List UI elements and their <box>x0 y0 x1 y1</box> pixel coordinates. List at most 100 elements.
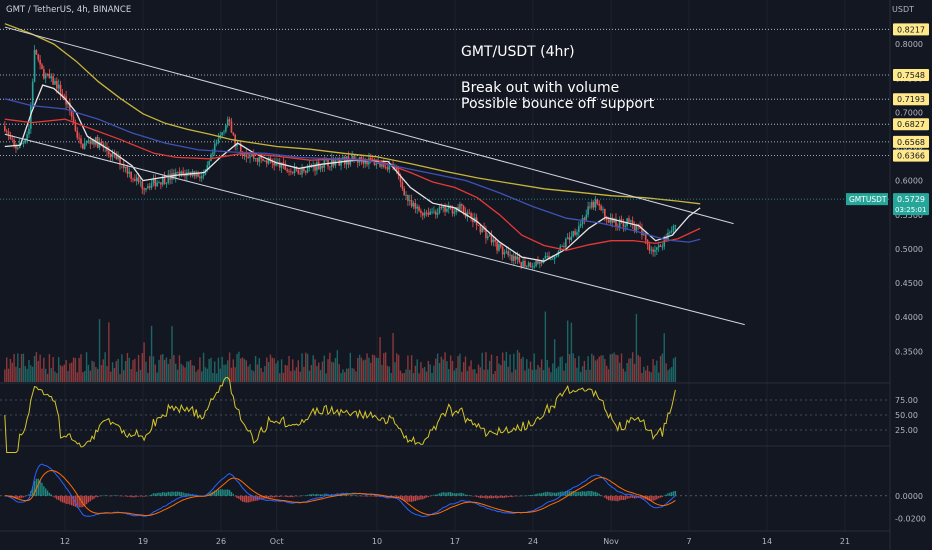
candle-body <box>56 80 58 89</box>
macd-histogram-bar <box>622 495 625 501</box>
volume-bar <box>464 356 467 382</box>
price-level-label: 0.6366 <box>897 152 925 161</box>
volume-bar <box>418 373 420 382</box>
candle-body <box>650 249 653 251</box>
macd-histogram-bar <box>225 489 227 496</box>
volume-bar <box>583 360 586 382</box>
macd-histogram-bar <box>628 495 630 499</box>
candle-body <box>41 64 43 70</box>
candle-body <box>462 205 465 213</box>
candle-body <box>524 260 526 267</box>
volume-bar <box>485 352 487 382</box>
volume-bar <box>514 369 517 382</box>
macd-histogram-bar <box>258 495 261 500</box>
candle-body <box>550 258 552 260</box>
macd-histogram-bar <box>323 493 326 496</box>
volume-bar <box>197 369 199 382</box>
macd-histogram-bar <box>526 495 528 497</box>
macd-histogram-bar <box>303 495 305 496</box>
candle-body <box>145 188 147 190</box>
macd-histogram-bar <box>61 495 64 503</box>
time-tick-label: 19 <box>138 537 148 546</box>
candle-body <box>167 174 170 183</box>
macd-histogram-bar <box>165 492 168 496</box>
volume-bar <box>513 353 515 382</box>
volume-bar <box>65 360 67 382</box>
macd-histogram-bar <box>436 494 439 496</box>
macd-histogram-bar <box>169 491 171 496</box>
candle-body <box>91 140 93 144</box>
candle-body <box>278 162 281 168</box>
volume-bar <box>644 370 647 382</box>
volume-bar <box>336 350 339 382</box>
volume-bar <box>238 351 240 382</box>
volume-bar <box>498 363 500 382</box>
macd-histogram-bar <box>648 495 651 501</box>
macd-histogram-bar <box>410 495 413 502</box>
macd-histogram-bar <box>113 495 116 496</box>
volume-bar <box>581 366 584 382</box>
candle-body <box>468 212 471 214</box>
candle-body <box>299 173 301 175</box>
macd-histogram-bar <box>357 495 359 497</box>
macd-histogram-bar <box>409 495 411 502</box>
candle-body <box>135 177 138 182</box>
volume-bar <box>48 354 51 382</box>
candle-body <box>531 266 534 268</box>
volume-bar <box>522 356 524 382</box>
volume-bar <box>115 361 117 382</box>
macd-histogram-bar <box>487 495 489 499</box>
macd-histogram-bar <box>305 495 307 496</box>
candle-body <box>154 178 157 187</box>
macd-histogram-bar <box>401 495 404 500</box>
volume-bar <box>41 368 43 382</box>
candle-body <box>275 162 277 166</box>
candle-body <box>98 141 101 148</box>
macd-histogram-bar <box>223 489 225 496</box>
volume-bar <box>438 363 441 382</box>
candle-body <box>540 261 543 264</box>
macd-histogram-bar <box>425 495 428 498</box>
candle-body <box>379 161 381 167</box>
macd-histogram-bar <box>557 492 560 496</box>
candle-body <box>22 142 25 144</box>
macd-histogram-bar <box>147 495 149 497</box>
price-tick-label: 0.6000 <box>895 177 923 186</box>
candle-body <box>485 229 487 239</box>
candle-body <box>239 143 242 152</box>
volume-bar <box>288 355 290 382</box>
candle-body <box>293 167 296 174</box>
candle-body <box>57 84 60 89</box>
volume-bar <box>332 362 335 382</box>
macd-histogram-bar <box>139 495 142 497</box>
candle-body <box>160 182 162 185</box>
volume-bar <box>227 360 229 382</box>
volume-bar <box>145 361 147 382</box>
macd-histogram-bar <box>605 495 608 500</box>
candle-body <box>453 212 456 214</box>
volume-bar <box>5 357 8 382</box>
candle-body <box>265 160 268 164</box>
volume-bar <box>167 363 169 382</box>
volume-bar <box>123 370 125 382</box>
candle-body <box>317 162 320 170</box>
macd-histogram-bar <box>468 494 470 496</box>
candle-body <box>604 209 606 217</box>
candle-body <box>212 152 214 155</box>
macd-histogram-bar <box>214 490 216 496</box>
volume-bar <box>13 353 15 382</box>
macd-histogram-bar <box>589 490 591 496</box>
candle-body <box>260 156 262 159</box>
volume-bar <box>7 368 10 382</box>
candle-body <box>568 237 571 241</box>
macd-histogram-bar <box>461 492 463 496</box>
volume-bar <box>416 359 418 382</box>
volume-bar <box>204 367 207 382</box>
candle-body <box>459 204 461 210</box>
candle-body <box>548 256 550 259</box>
candle-body <box>654 249 656 252</box>
volume-bar <box>331 361 333 382</box>
volume-bar <box>240 358 242 382</box>
volume-bar <box>383 353 385 382</box>
